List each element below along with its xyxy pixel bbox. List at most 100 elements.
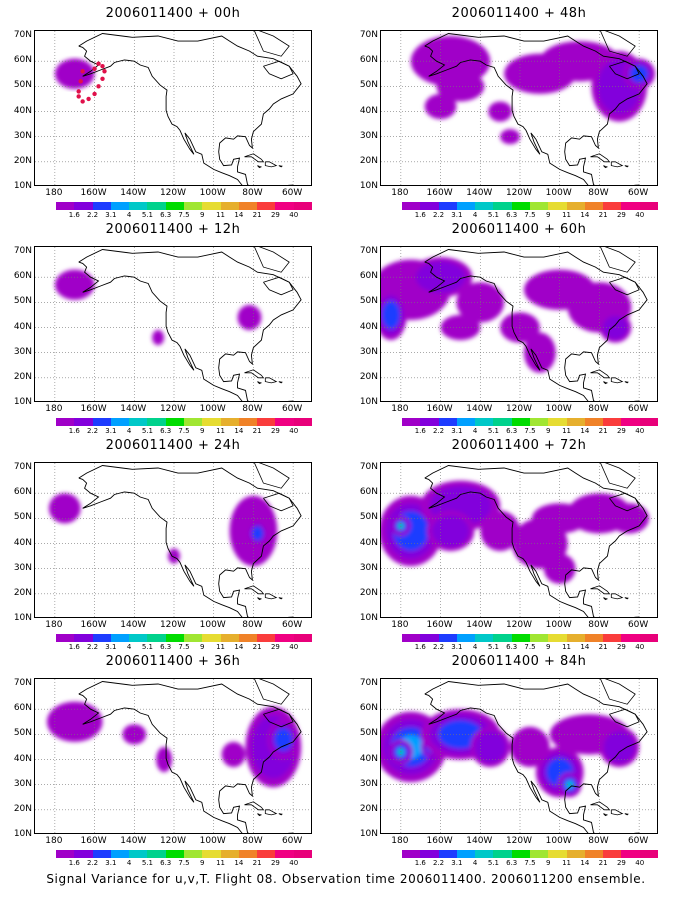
latitude-tick-label: 40N bbox=[359, 321, 378, 332]
coastline bbox=[78, 681, 302, 833]
latitude-tick-label: 50N bbox=[13, 512, 32, 523]
colorbar-swatch bbox=[129, 202, 148, 210]
observation-point bbox=[80, 69, 85, 74]
coastline-island bbox=[257, 597, 263, 601]
coastline-island bbox=[609, 276, 640, 296]
variance-contour bbox=[251, 526, 263, 541]
map-panel: 2006011400 + 84h 70N 60N 50N 40N 30N 20N 10N 180… bbox=[346, 648, 692, 873]
coastline-island bbox=[610, 593, 624, 600]
coastline-island bbox=[254, 463, 290, 489]
colorbar-swatch bbox=[183, 634, 203, 642]
colorbar-label: 7.5 bbox=[178, 643, 190, 651]
coastline-island bbox=[624, 597, 629, 600]
coastline-island bbox=[590, 153, 611, 163]
colorbar-label: 40 bbox=[635, 859, 645, 867]
longitude-tick-label: 160W bbox=[80, 404, 107, 414]
colorbar bbox=[402, 418, 658, 426]
map-panel: 2006011400 + 60h 70N 60N 50N 40N 30N 20N 10N 180… bbox=[346, 216, 692, 441]
colorbar-label: 3.1 bbox=[451, 211, 463, 219]
latitude-tick-label: 10N bbox=[13, 397, 32, 407]
colorbar-label: 7.5 bbox=[524, 427, 536, 435]
longitude-tick-label: 120W bbox=[505, 404, 533, 414]
colorbar-label: 5.1 bbox=[141, 643, 153, 651]
colorbar-swatch bbox=[584, 850, 604, 858]
colorbar-label: 3.1 bbox=[451, 643, 463, 651]
latitude-tick-label: 70N bbox=[13, 246, 32, 257]
longitude-tick-label: 180 bbox=[391, 620, 409, 630]
colorbar-label: 2.2 bbox=[432, 643, 445, 651]
variance-contour bbox=[152, 330, 165, 346]
variance-contour bbox=[523, 332, 556, 373]
variance-contour bbox=[567, 782, 572, 787]
observation-point bbox=[92, 91, 97, 97]
colorbar-label: 1.6 bbox=[68, 643, 80, 651]
colorbar-label: 11 bbox=[562, 427, 572, 435]
longitude-tick-label: 80W bbox=[588, 620, 609, 630]
colorbar-swatch bbox=[438, 850, 457, 858]
longitude-tick-label: 180 bbox=[45, 836, 63, 846]
latitude-tick-label: 20N bbox=[359, 587, 378, 598]
longitude-tick-label: 60W bbox=[627, 836, 649, 846]
colorbar-label: 14 bbox=[234, 859, 244, 867]
coastline-island bbox=[244, 585, 265, 595]
latitude-tick-label: 40N bbox=[13, 321, 32, 332]
coastline-island bbox=[603, 165, 609, 169]
coastline-island bbox=[634, 616, 640, 617]
colorbar-swatch bbox=[257, 202, 276, 210]
colorbar-swatch bbox=[493, 634, 512, 642]
colorbar-swatch bbox=[493, 202, 512, 210]
latitude-tick-label: 50N bbox=[13, 296, 32, 307]
colorbar-label: 40 bbox=[289, 859, 299, 867]
coastline-island bbox=[609, 60, 640, 80]
longitude-tick-label: 100W bbox=[545, 404, 572, 414]
colorbar-swatch bbox=[511, 418, 530, 426]
longitude-tick-label: 60W bbox=[281, 836, 303, 846]
colorbar-label: 2.2 bbox=[432, 427, 445, 435]
colorbar-label: 14 bbox=[234, 643, 244, 651]
longitude-tick-label: 180 bbox=[391, 404, 409, 414]
latitude-tick-label: 50N bbox=[13, 80, 32, 91]
variance-shading bbox=[381, 480, 650, 584]
longitude-tick-label: 60W bbox=[281, 188, 303, 198]
colorbar-label: 21 bbox=[252, 859, 262, 867]
longitude-tick-label: 60W bbox=[627, 404, 649, 414]
variance-contour bbox=[54, 269, 95, 300]
longitude-tick-label: 180 bbox=[45, 404, 63, 414]
coastline-island bbox=[254, 247, 290, 273]
colorbar-label: 21 bbox=[598, 427, 608, 435]
latitude-tick-label: 60N bbox=[13, 271, 32, 282]
colorbar-label: 11 bbox=[562, 859, 572, 867]
colorbar-label: 7.5 bbox=[178, 211, 190, 219]
colorbar-swatch bbox=[603, 418, 622, 426]
colorbar-swatch bbox=[56, 202, 75, 210]
coastline-island bbox=[288, 832, 294, 833]
longitude-tick-label: 180 bbox=[391, 836, 409, 846]
coastline-island bbox=[288, 400, 294, 401]
variance-contour bbox=[221, 741, 246, 768]
coastline-island bbox=[603, 381, 609, 385]
observation-point bbox=[100, 64, 105, 69]
coastline-island bbox=[590, 801, 611, 811]
colorbar-label: 21 bbox=[598, 211, 608, 219]
longitude-tick-label: 100W bbox=[545, 836, 572, 846]
longitude-tick-label: 140W bbox=[120, 404, 147, 414]
colorbar-label: 7.5 bbox=[524, 859, 536, 867]
coastline-island bbox=[600, 463, 636, 489]
colorbar-swatch bbox=[56, 634, 75, 642]
longitude-tick-label: 160W bbox=[80, 620, 107, 630]
colorbar-swatch bbox=[438, 202, 457, 210]
longitude-tick-label: 160W bbox=[426, 188, 453, 198]
latitude-tick-label: 40N bbox=[359, 753, 378, 764]
colorbar-label: 5.1 bbox=[487, 859, 499, 867]
longitude-tick-label: 80W bbox=[242, 188, 263, 198]
latitude-tick-label: 30N bbox=[13, 778, 32, 789]
colorbar-label: 9 bbox=[546, 643, 551, 651]
coastline-island bbox=[624, 165, 629, 168]
map-plot-area bbox=[34, 678, 312, 834]
coastline-island bbox=[600, 247, 636, 273]
colorbar-swatch bbox=[147, 202, 166, 210]
colorbar-label: 40 bbox=[635, 427, 645, 435]
colorbar-label: 40 bbox=[635, 211, 645, 219]
colorbar-swatch bbox=[438, 418, 457, 426]
variance-contour bbox=[603, 731, 635, 763]
